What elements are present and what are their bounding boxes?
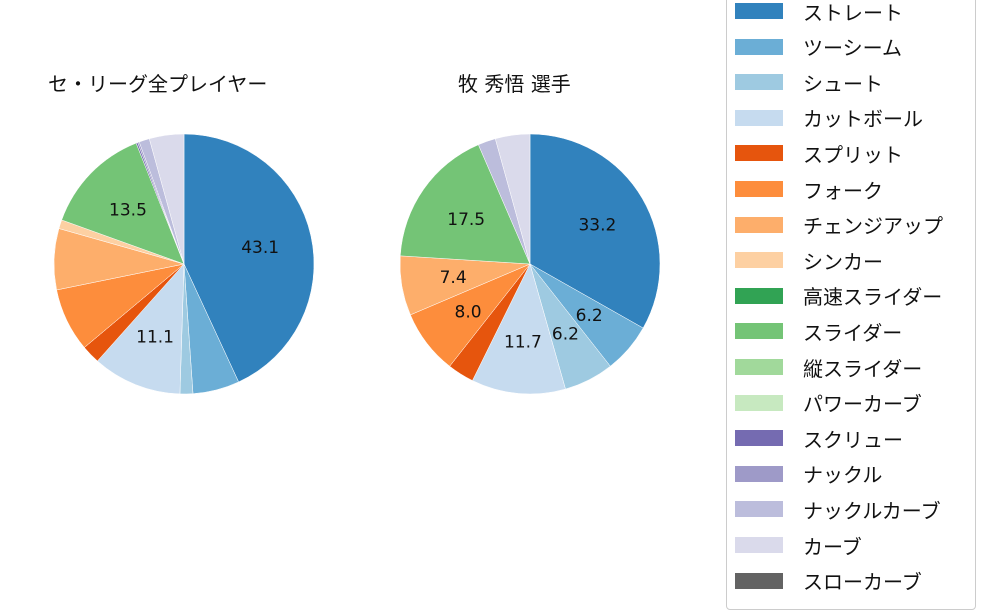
left-chart-title: セ・リーグ全プレイヤー: [48, 72, 268, 96]
legend-label: フォーク: [803, 178, 883, 203]
legend-swatch: [735, 252, 783, 269]
legend-swatch: [735, 537, 783, 553]
legend-item: スクリュー: [735, 426, 903, 452]
legend-label: シンカー: [803, 249, 883, 274]
legend-swatch: [735, 216, 783, 233]
slice-value-label: 8.0: [455, 302, 482, 322]
slice-value-label: 43.1: [241, 238, 279, 258]
slice-value-label: 7.4: [440, 268, 467, 288]
legend-swatch: [735, 501, 783, 518]
legend-label: スプリット: [803, 142, 903, 167]
legend-label: ツーシーム: [803, 36, 902, 61]
legend-swatch: [735, 323, 783, 340]
legend-item: シュート: [735, 70, 883, 96]
legend-item: ナックル: [735, 462, 883, 488]
legend-swatch: [735, 181, 783, 197]
legend-label: カーブ: [803, 534, 862, 559]
legend-label: カットボール: [803, 107, 923, 132]
legend-swatch: [735, 430, 783, 447]
legend-swatch: [735, 109, 783, 126]
legend-item: ナックルカーブ: [735, 497, 941, 523]
pie-slice: [399, 144, 531, 265]
legend-label: ナックル: [803, 463, 883, 488]
pie-right: 33.2 6.26.2 11.7 8.0 7.4 17.5: [399, 133, 661, 395]
legend-label: パワーカーブ: [803, 392, 922, 417]
pie-slice: [472, 263, 566, 395]
legend-item: シンカー: [735, 248, 883, 274]
legend-swatch: [735, 74, 783, 91]
legend-label: シュート: [803, 71, 883, 96]
legend-label: ストレート: [803, 0, 903, 25]
legend-item: ストレート: [735, 0, 903, 25]
legend-swatch: [735, 572, 783, 589]
pie-slice: [529, 133, 661, 329]
legend-swatch: [735, 38, 783, 55]
legend-label: スローカーブ: [803, 570, 922, 595]
right-chart-title: 牧 秀悟 選手: [458, 72, 571, 96]
slice-value-label: 11.1: [136, 327, 174, 347]
legend-item: 高速スライダー: [735, 284, 943, 310]
legend-item: パワーカーブ: [735, 391, 922, 417]
legend-swatch: [735, 145, 783, 162]
legend-swatch: [735, 3, 783, 19]
legend-item: カットボール: [735, 106, 923, 132]
legend-item: カーブ: [735, 533, 862, 559]
pie-slice: [494, 133, 531, 265]
legend-label: 高速スライダー: [803, 285, 943, 310]
legend-item: スローカーブ: [735, 569, 922, 595]
legend-swatch: [735, 465, 783, 482]
legend-label: ナックルカーブ: [803, 498, 941, 523]
legend-label: スクリュー: [803, 427, 903, 452]
legend-label: スライダー: [803, 320, 903, 345]
legend-item: スライダー: [735, 319, 903, 345]
legend-label: チェンジアップ: [803, 214, 943, 239]
legend-swatch: [735, 287, 783, 304]
legend-item: フォーク: [735, 177, 883, 203]
pie-slice: [183, 133, 315, 383]
pie-slice: [148, 133, 185, 265]
slice-value-label: 17.5: [447, 210, 485, 230]
pie-slice: [97, 263, 185, 395]
slice-value-label: 6.2: [576, 306, 603, 326]
legend: ストレートツーシームシュートカットボール スプリットフォークチェンジアップ シンカー…: [726, 0, 976, 610]
legend-item: チェンジアップ: [735, 213, 943, 239]
slice-value-label: 33.2: [578, 216, 616, 236]
legend-swatch: [735, 359, 783, 375]
pie-charts: 43.1 11.1 13.5 33.2 6.26.2 11.7 8.0 7.4 17.5: [53, 133, 661, 395]
slice-value-label: 13.5: [109, 201, 147, 221]
pie-left: 43.1 11.1 13.5: [53, 133, 315, 395]
pie-slice: [61, 142, 185, 265]
legend-item: スプリット: [735, 141, 903, 167]
slice-value-label: 11.7: [504, 333, 542, 353]
slice-value-label: 6.2: [552, 324, 579, 344]
legend-label: 縦スライダー: [803, 356, 923, 381]
legend-item: 縦スライダー: [735, 355, 923, 381]
legend-swatch: [735, 394, 783, 411]
legend-item: ツーシーム: [735, 35, 902, 61]
